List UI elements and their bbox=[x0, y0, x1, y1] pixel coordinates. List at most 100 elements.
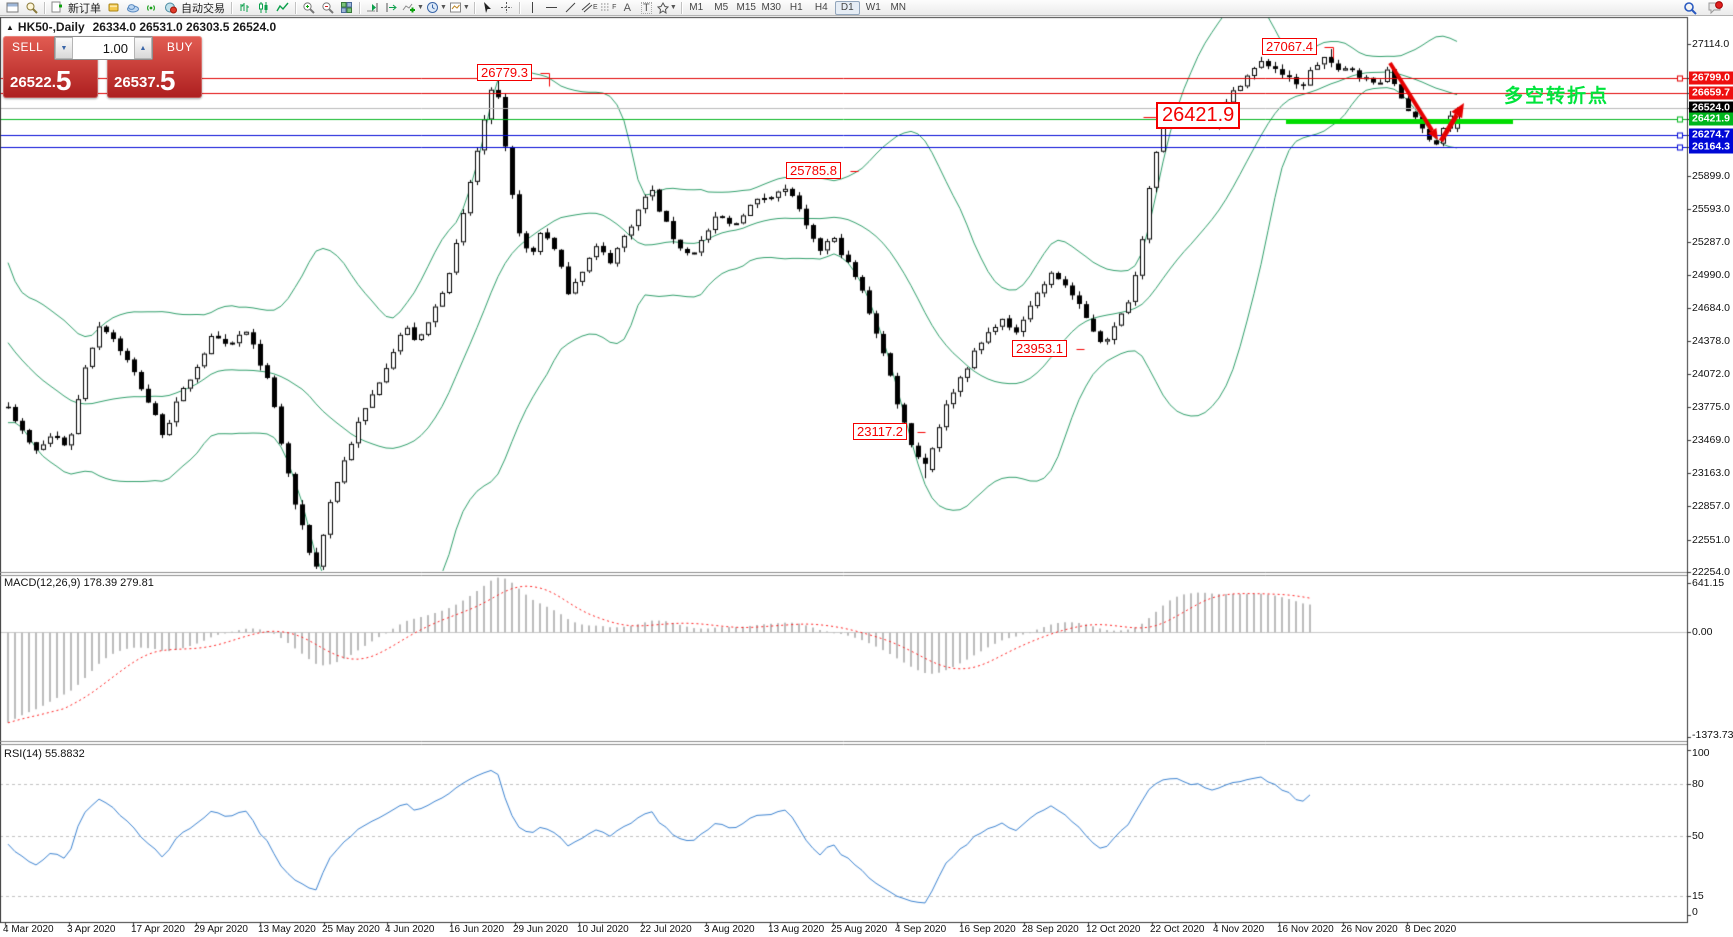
timeframe-h1[interactable]: H1 bbox=[789, 2, 803, 13]
price-callout-label[interactable]: 25785.8 bbox=[786, 162, 841, 179]
price-tick-label: 23469.0 bbox=[1692, 434, 1730, 446]
date-tick-label: 17 Apr 2020 bbox=[131, 924, 185, 935]
date-tick-label: 3 Aug 2020 bbox=[704, 924, 755, 935]
oct-collapse-triangle[interactable]: ▲ bbox=[6, 23, 14, 32]
buy-price: 26537.5 bbox=[114, 65, 176, 96]
data-window-button[interactable] bbox=[22, 1, 41, 15]
notification-icon[interactable] bbox=[1706, 0, 1725, 15]
volume-increase-button[interactable]: ▲ bbox=[134, 37, 152, 59]
volume-decrease-button[interactable]: ▼ bbox=[55, 37, 73, 59]
price-tick-label: 24378.0 bbox=[1692, 335, 1730, 348]
timeframe-m5[interactable]: M5 bbox=[714, 2, 729, 13]
indicators-button[interactable]: ▼ bbox=[401, 1, 425, 15]
auto-scroll-button[interactable] bbox=[363, 1, 382, 15]
auto-trading-label[interactable]: 自动交易 bbox=[181, 2, 225, 15]
new-chart-button[interactable] bbox=[3, 1, 22, 15]
timeframe-m30[interactable]: M30 bbox=[761, 2, 781, 13]
virtual-hosting-icon[interactable] bbox=[123, 1, 142, 15]
rsi-axis-label: 50 bbox=[1692, 829, 1704, 842]
auto-trading-button[interactable] bbox=[161, 1, 180, 15]
price-tick-label: 24990.0 bbox=[1692, 268, 1730, 281]
toolbar-separator bbox=[359, 1, 360, 14]
rsi-axis-label: 80 bbox=[1692, 777, 1704, 790]
periods-button[interactable]: ▼ bbox=[425, 1, 448, 15]
rsi-axis-label: 15 bbox=[1692, 890, 1704, 903]
price-callout-label[interactable]: 27067.4 bbox=[1262, 38, 1317, 55]
date-tick-label: 28 Sep 2020 bbox=[1022, 924, 1079, 935]
text-tool-button[interactable]: A bbox=[623, 1, 631, 14]
trendline-button[interactable] bbox=[561, 1, 580, 15]
price-callout-label[interactable]: 26779.3 bbox=[477, 64, 532, 81]
templates-button[interactable]: ▼ bbox=[448, 1, 471, 15]
new-order-label[interactable]: 新订单 bbox=[68, 2, 101, 15]
chart-shift-button[interactable] bbox=[382, 1, 401, 15]
equidistant-channel-button[interactable]: E bbox=[580, 1, 599, 15]
price-tick-label: 22254.0 bbox=[1692, 566, 1730, 578]
date-tick-label: 4 Nov 2020 bbox=[1213, 924, 1265, 935]
timeframe-mn[interactable]: MN bbox=[890, 2, 907, 13]
price-tick-label: 22551.0 bbox=[1692, 533, 1730, 546]
price-callout-label[interactable]: 23117.2 bbox=[853, 423, 908, 440]
date-tick-label: 26 Nov 2020 bbox=[1341, 924, 1398, 935]
price-tick-label: 25593.0 bbox=[1692, 203, 1730, 216]
toolbar-separator bbox=[231, 1, 232, 14]
one-click-trading-panel: SELL 26522.5 BUY 26537.5 ▼ ▲ bbox=[3, 36, 202, 98]
price-level-badge: 26164.3 bbox=[1689, 140, 1733, 154]
navigator-button[interactable] bbox=[104, 1, 123, 15]
timeframe-w1[interactable]: W1 bbox=[865, 2, 881, 13]
volume-input[interactable] bbox=[73, 37, 134, 59]
volume-stepper: ▼ ▲ bbox=[54, 36, 153, 60]
date-tick-label: 4 Sep 2020 bbox=[895, 924, 947, 935]
price-callout-label[interactable]: 26421.9 bbox=[1156, 102, 1241, 129]
timeframe-group: M1 M5 M15 M30 H1 H4 D1 W1 MN bbox=[685, 0, 910, 15]
toolbar-separator bbox=[680, 1, 682, 14]
timeframe-d1[interactable]: D1 bbox=[834, 0, 860, 15]
price-tick-label: 25899.0 bbox=[1692, 170, 1730, 182]
timeframe-m1[interactable]: M1 bbox=[689, 2, 704, 13]
line-chart-button[interactable] bbox=[273, 1, 292, 15]
price-tick-label: 27114.0 bbox=[1692, 38, 1730, 50]
bar-chart-button[interactable] bbox=[235, 1, 254, 15]
candlestick-chart-button[interactable] bbox=[254, 1, 273, 15]
signals-icon[interactable] bbox=[142, 1, 161, 15]
date-tick-label: 13 Aug 2020 bbox=[768, 924, 825, 935]
crosshair-button[interactable] bbox=[497, 1, 516, 15]
toolbar-separator bbox=[473, 1, 475, 14]
fibonacci-button[interactable]: F bbox=[599, 1, 618, 15]
cursor-button[interactable] bbox=[478, 1, 497, 15]
ohlc-values: 26334.0 26531.0 26303.5 26524.0 bbox=[92, 20, 277, 34]
new-order-button[interactable] bbox=[48, 1, 67, 15]
chart-title: ▲ HK50-,Daily 26334.0 26531.0 26303.5 2652… bbox=[6, 20, 276, 34]
price-level-badge: 26524.0 bbox=[1689, 101, 1733, 115]
macd-indicator-label: MACD(12,26,9) 178.39 279.81 bbox=[4, 577, 154, 589]
date-tick-label: 25 May 2020 bbox=[322, 924, 380, 935]
date-tick-label: 25 Aug 2020 bbox=[831, 924, 888, 935]
date-tick-label: 16 Sep 2020 bbox=[959, 924, 1016, 935]
symbol-period-label: HK50-,Daily bbox=[17, 20, 85, 34]
price-level-badge: 26659.7 bbox=[1689, 86, 1733, 100]
price-level-badge: 26799.0 bbox=[1689, 71, 1733, 85]
rsi-axis-label: 0 bbox=[1692, 906, 1698, 918]
date-tick-label: 29 Apr 2020 bbox=[194, 924, 248, 935]
rsi-indicator-label: RSI(14) 55.8832 bbox=[4, 748, 85, 760]
search-icon[interactable] bbox=[1680, 1, 1699, 15]
date-tick-label: 22 Oct 2020 bbox=[1150, 924, 1205, 935]
chevron-down-icon: ▼ bbox=[462, 4, 470, 11]
price-tick-label: 23775.0 bbox=[1692, 400, 1730, 413]
horizontal-line-button[interactable] bbox=[542, 1, 561, 15]
zoom-in-button[interactable] bbox=[299, 1, 318, 15]
timeframe-h4[interactable]: H4 bbox=[814, 2, 828, 13]
shapes-button[interactable]: ▼ bbox=[656, 1, 678, 15]
label-tool-button[interactable]: T bbox=[640, 1, 652, 14]
tile-windows-button[interactable] bbox=[337, 1, 356, 15]
zoom-out-button[interactable] bbox=[318, 1, 337, 15]
chevron-down-icon: ▼ bbox=[669, 4, 677, 11]
timeframe-m15[interactable]: M15 bbox=[736, 2, 756, 13]
price-callout-label[interactable]: 23953.1 bbox=[1012, 340, 1067, 357]
date-tick-label: 12 Oct 2020 bbox=[1086, 924, 1141, 935]
macd-axis-label: -1373.73 bbox=[1692, 729, 1733, 741]
vertical-line-button[interactable] bbox=[523, 1, 542, 15]
pivot-annotation-text[interactable]: 多空转折点 bbox=[1504, 86, 1610, 107]
